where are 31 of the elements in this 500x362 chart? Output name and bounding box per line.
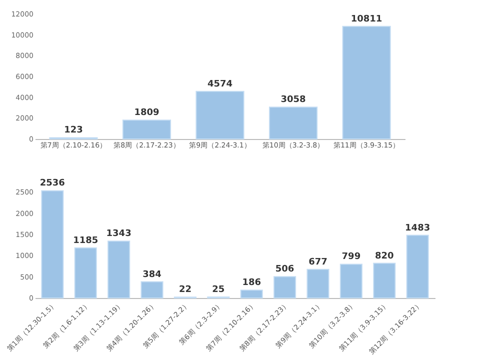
- bar: [274, 276, 296, 298]
- data-label: 1185: [73, 236, 98, 246]
- data-label: 10811: [350, 14, 382, 24]
- data-label: 506: [275, 264, 294, 275]
- bar: [108, 240, 130, 298]
- data-label: 1809: [134, 108, 160, 118]
- data-label: 4574: [207, 79, 233, 90]
- bar: [306, 268, 330, 298]
- bar: [196, 90, 244, 140]
- data-label: 384: [142, 270, 162, 280]
- bar: [240, 290, 263, 298]
- bar: [268, 106, 318, 140]
- bar: [406, 234, 429, 298]
- data-label: 186: [242, 278, 261, 288]
- data-label: 1343: [106, 229, 132, 240]
- data-label: 2536: [40, 178, 65, 189]
- bar: [140, 281, 164, 298]
- data-label: 22: [178, 285, 192, 296]
- bar: [74, 247, 97, 298]
- data-label: 123: [64, 126, 83, 136]
- bar: [122, 120, 172, 140]
- bar: [342, 26, 391, 140]
- data-label: 1483: [405, 223, 430, 234]
- bar: [373, 262, 396, 298]
- data-label: 3058: [280, 95, 306, 106]
- data-label: 677: [308, 257, 328, 268]
- bar: [41, 190, 64, 298]
- data-label: 799: [342, 252, 361, 262]
- bar: [340, 264, 362, 298]
- data-label: 820: [374, 251, 394, 262]
- data-label: 25: [212, 284, 225, 295]
